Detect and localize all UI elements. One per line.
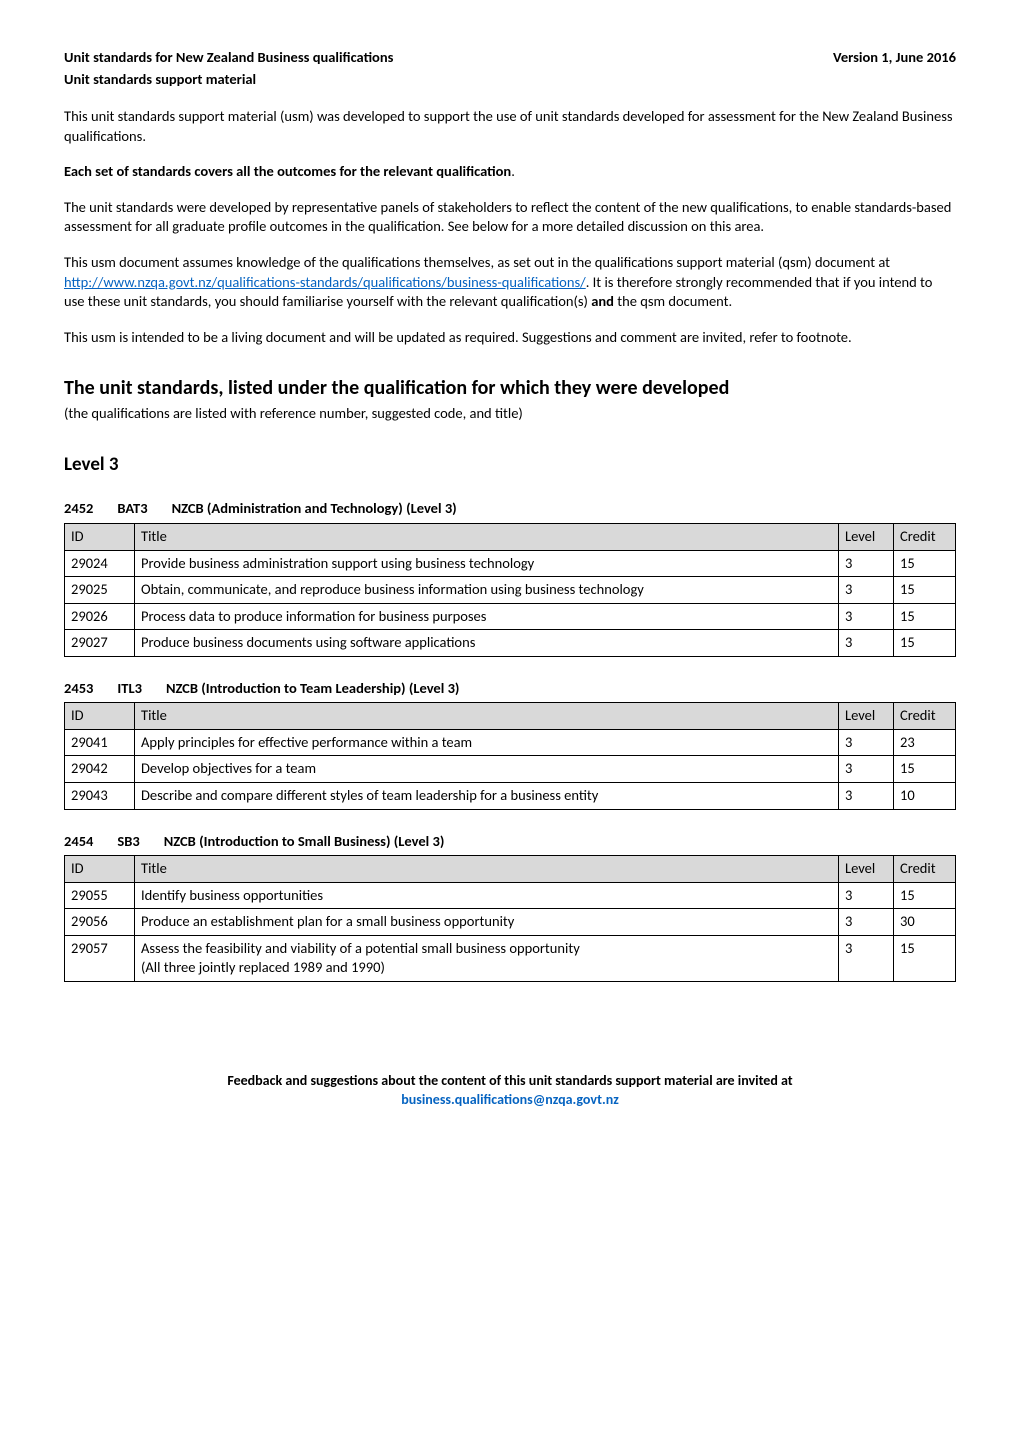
cell-credit: 15 bbox=[894, 550, 956, 577]
cell-level: 3 bbox=[839, 783, 894, 810]
cell-id: 29043 bbox=[65, 783, 135, 810]
cell-level: 3 bbox=[839, 550, 894, 577]
cell-title: Process data to produce information for … bbox=[135, 603, 839, 630]
th-level: Level bbox=[839, 856, 894, 883]
qual-abbr: SB3 bbox=[117, 832, 139, 850]
page-header: Unit standards for New Zealand Business … bbox=[64, 48, 956, 68]
intro-p1: This unit standards support material (us… bbox=[64, 107, 956, 146]
cell-id: 29026 bbox=[65, 603, 135, 630]
cell-id: 29041 bbox=[65, 729, 135, 756]
qual-code-line: 2453 ITL3 NZCB (Introduction to Team Leade… bbox=[64, 679, 956, 699]
cell-credit: 23 bbox=[894, 729, 956, 756]
table-row: 29027Produce business documents using so… bbox=[65, 630, 956, 657]
table-row: 29043Describe and compare different styl… bbox=[65, 783, 956, 810]
th-credit: Credit bbox=[894, 703, 956, 730]
standards-table: IDTitleLevelCredit29024Provide business … bbox=[64, 523, 956, 657]
table-row: 29041Apply principles for effective perf… bbox=[65, 729, 956, 756]
intro-p3-a: This usm document assumes knowledge of t… bbox=[64, 253, 890, 271]
table-row: 29024Provide business administration sup… bbox=[65, 550, 956, 577]
qual-title: NZCB (Administration and Technology) (Le… bbox=[172, 499, 457, 517]
intro-bold-suffix: . bbox=[511, 162, 515, 180]
cell-id: 29027 bbox=[65, 630, 135, 657]
cell-id: 29057 bbox=[65, 935, 135, 981]
intro-bold-line: Each set of standards covers all the out… bbox=[64, 162, 956, 182]
qual-title: NZCB (Introduction to Team Leadership) (… bbox=[166, 679, 460, 697]
cell-level: 3 bbox=[839, 630, 894, 657]
th-title: Title bbox=[135, 703, 839, 730]
table-row: 29055Identify business opportunities315 bbox=[65, 882, 956, 909]
th-id: ID bbox=[65, 523, 135, 550]
cell-id: 29055 bbox=[65, 882, 135, 909]
cell-title: Obtain, communicate, and reproduce busin… bbox=[135, 577, 839, 604]
table-row: 29042Develop objectives for a team315 bbox=[65, 756, 956, 783]
cell-title: Produce an establishment plan for a smal… bbox=[135, 909, 839, 936]
table-row: 29025Obtain, communicate, and reproduce … bbox=[65, 577, 956, 604]
cell-level: 3 bbox=[839, 577, 894, 604]
cell-credit: 15 bbox=[894, 756, 956, 783]
qual-code-line: 2452 BAT3 NZCB (Administration and Technol… bbox=[64, 499, 956, 519]
header-left-1: Unit standards for New Zealand Business … bbox=[64, 48, 393, 68]
cell-level: 3 bbox=[839, 603, 894, 630]
cell-level: 3 bbox=[839, 882, 894, 909]
th-title: Title bbox=[135, 523, 839, 550]
qual-num: 2453 bbox=[64, 679, 93, 697]
standards-table: IDTitleLevelCredit29055Identify business… bbox=[64, 855, 956, 982]
table-row: 29026Process data to produce information… bbox=[65, 603, 956, 630]
cell-credit: 15 bbox=[894, 882, 956, 909]
qual-code-line: 2454 SB3 NZCB (Introduction to Small Busin… bbox=[64, 832, 956, 852]
cell-title: Produce business documents using softwar… bbox=[135, 630, 839, 657]
cell-credit: 15 bbox=[894, 630, 956, 657]
cell-title: Assess the feasibility and viability of … bbox=[135, 935, 839, 981]
section-subtitle: (the qualifications are listed with refe… bbox=[64, 404, 956, 424]
cell-level: 3 bbox=[839, 756, 894, 783]
cell-level: 3 bbox=[839, 729, 894, 756]
cell-credit: 15 bbox=[894, 603, 956, 630]
intro-p2: The unit standards were developed by rep… bbox=[64, 198, 956, 237]
cell-id: 29024 bbox=[65, 550, 135, 577]
page-footer: Feedback and suggestions about the conte… bbox=[64, 1072, 956, 1110]
cell-level: 3 bbox=[839, 909, 894, 936]
table-row: 29057Assess the feasibility and viabilit… bbox=[65, 935, 956, 981]
intro-bold-text: Each set of standards covers all the out… bbox=[64, 162, 511, 180]
qual-abbr: ITL3 bbox=[117, 679, 142, 697]
cell-level: 3 bbox=[839, 935, 894, 981]
footer-line1: Feedback and suggestions about the conte… bbox=[64, 1072, 956, 1091]
footer-email[interactable]: business.qualifications@nzqa.govt.nz bbox=[64, 1091, 956, 1110]
qual-num: 2454 bbox=[64, 832, 93, 850]
cell-title: Apply principles for effective performan… bbox=[135, 729, 839, 756]
cell-title: Describe and compare different styles of… bbox=[135, 783, 839, 810]
cell-title: Provide business administration support … bbox=[135, 550, 839, 577]
th-credit: Credit bbox=[894, 856, 956, 883]
intro-p3: This usm document assumes knowledge of t… bbox=[64, 253, 956, 312]
cell-credit: 10 bbox=[894, 783, 956, 810]
cell-id: 29025 bbox=[65, 577, 135, 604]
header-left-2: Unit standards support material bbox=[64, 70, 956, 90]
th-id: ID bbox=[65, 703, 135, 730]
th-credit: Credit bbox=[894, 523, 956, 550]
section-title: The unit standards, listed under the qua… bbox=[64, 375, 956, 402]
th-level: Level bbox=[839, 703, 894, 730]
cell-title: Identify business opportunities bbox=[135, 882, 839, 909]
th-id: ID bbox=[65, 856, 135, 883]
cell-credit: 15 bbox=[894, 577, 956, 604]
table-row: 29056Produce an establishment plan for a… bbox=[65, 909, 956, 936]
qual-num: 2452 bbox=[64, 499, 93, 517]
cell-id: 29042 bbox=[65, 756, 135, 783]
th-level: Level bbox=[839, 523, 894, 550]
level-heading: Level 3 bbox=[64, 452, 956, 478]
intro-p3-bold: and bbox=[591, 292, 614, 310]
qual-title: NZCB (Introduction to Small Business) (L… bbox=[164, 832, 445, 850]
standards-table: IDTitleLevelCredit29041Apply principles … bbox=[64, 702, 956, 809]
header-right: Version 1, June 2016 bbox=[833, 48, 956, 68]
intro-p4: This usm is intended to be a living docu… bbox=[64, 328, 956, 348]
th-title: Title bbox=[135, 856, 839, 883]
cell-title: Develop objectives for a team bbox=[135, 756, 839, 783]
intro-p3-c: the qsm document. bbox=[614, 292, 732, 310]
cell-credit: 30 bbox=[894, 909, 956, 936]
cell-credit: 15 bbox=[894, 935, 956, 981]
qsm-link[interactable]: http://www.nzqa.govt.nz/qualifications-s… bbox=[64, 273, 586, 291]
qual-abbr: BAT3 bbox=[117, 499, 147, 517]
cell-id: 29056 bbox=[65, 909, 135, 936]
